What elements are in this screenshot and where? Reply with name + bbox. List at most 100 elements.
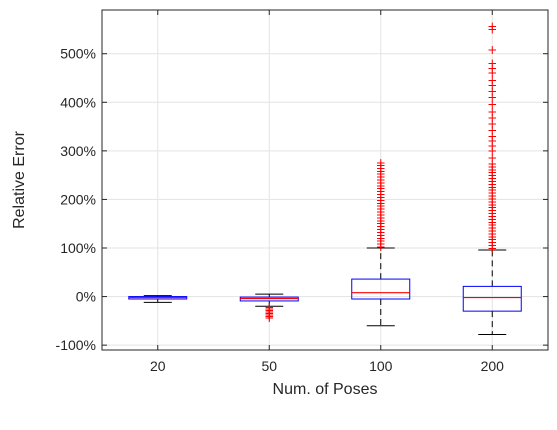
- outlier-point: +: [376, 167, 386, 181]
- outlier-point: +: [376, 179, 386, 193]
- outlier-point: +: [376, 164, 386, 178]
- y-tick-label: 0%: [76, 289, 96, 305]
- x-axis-label: Num. of Poses: [273, 381, 378, 398]
- outlier-point: +: [487, 180, 497, 194]
- outlier-point: +: [376, 156, 386, 170]
- x-axis-ticks: 20 50 100 200: [150, 10, 504, 374]
- outlier-point: +: [487, 239, 497, 253]
- outlier-point: +: [376, 161, 386, 175]
- outlier-point: +: [487, 169, 497, 183]
- outlier-point: +: [264, 308, 274, 322]
- y-tick-label: 200%: [60, 191, 96, 207]
- outlier-point: +: [264, 304, 274, 318]
- outlier-point: +: [264, 305, 274, 319]
- outlier-point: +: [376, 205, 386, 219]
- x-tick-label: 20: [150, 358, 166, 374]
- outlier-point: +: [487, 157, 497, 171]
- outlier-point: +: [487, 230, 497, 244]
- outlier-point: +: [487, 73, 497, 87]
- outlier-point: +: [487, 224, 497, 238]
- x-tick-label: 50: [261, 358, 277, 374]
- outlier-point: +: [487, 129, 497, 143]
- outlier-point: +: [376, 208, 386, 222]
- y-axis-label: Relative Error: [11, 130, 28, 228]
- outlier-point: +: [487, 22, 497, 36]
- outlier-point: +: [487, 160, 497, 174]
- outlier-point: +: [376, 237, 386, 251]
- y-tick-label: 400%: [60, 94, 96, 110]
- y-tick-label: 100%: [60, 240, 96, 256]
- outlier-point: +: [487, 117, 497, 131]
- outlier-point: +: [376, 190, 386, 204]
- outlier-point: +: [264, 301, 274, 315]
- outlier-point: +: [487, 61, 497, 75]
- outlier-point: +: [487, 66, 497, 80]
- outlier-point: +: [487, 204, 497, 218]
- y-tick-label: 300%: [60, 143, 96, 159]
- outlier-point: +: [487, 85, 497, 99]
- x-tick-label: 100: [369, 358, 393, 374]
- outlier-point: +: [487, 186, 497, 200]
- outlier-point: +: [487, 172, 497, 186]
- outlier-point: +: [376, 199, 386, 213]
- y-tick-label: 500%: [60, 46, 96, 62]
- box-series: ++++++++++++++++++++++++++++++++++++++++…: [128, 20, 522, 335]
- outlier-point: +: [376, 202, 386, 216]
- outlier-point: +: [376, 225, 386, 239]
- outlier-point: +: [487, 221, 497, 235]
- outlier-point: +: [487, 215, 497, 229]
- outlier-point: +: [376, 240, 386, 254]
- plot-frame: [101, 9, 549, 351]
- outlier-point: +: [487, 189, 497, 203]
- outlier-point: +: [487, 201, 497, 215]
- outlier-point: +: [487, 195, 497, 209]
- outlier-point: +: [487, 20, 497, 34]
- outlier-point: +: [487, 90, 497, 104]
- iqr-box: [462, 285, 522, 312]
- outlier-point: +: [487, 212, 497, 226]
- y-axis-ticks: -100% 0% 100% 200% 300% 400% 500%: [56, 46, 548, 353]
- outlier-point: +: [376, 220, 386, 234]
- outlier-point: +: [487, 134, 497, 148]
- outlier-point: +: [487, 78, 497, 92]
- outlier-point: +: [487, 139, 497, 153]
- outlier-point: +: [487, 43, 497, 57]
- outlier-point: +: [376, 173, 386, 187]
- outlier-point: +: [376, 211, 386, 225]
- outlier-point: +: [487, 56, 497, 70]
- outlier-point: +: [487, 123, 497, 137]
- outlier-point: +: [376, 228, 386, 242]
- outlier-point: +: [487, 174, 497, 188]
- outlier-point: +: [487, 236, 497, 250]
- outlier-point: +: [376, 196, 386, 210]
- outlier-point: +: [376, 182, 386, 196]
- outlier-point: +: [487, 183, 497, 197]
- outlier-point: +: [264, 311, 274, 325]
- box-200: ++++++++++++++++++++++++++++++++++++++++…: [462, 20, 522, 335]
- outlier-point: +: [487, 177, 497, 191]
- outlier-point: +: [376, 176, 386, 190]
- outlier-point: +: [376, 158, 386, 172]
- outlier-point: +: [487, 144, 497, 158]
- outlier-point: +: [487, 192, 497, 206]
- outlier-point: +: [264, 309, 274, 323]
- outlier-point: +: [376, 217, 386, 231]
- y-tick-label: -100%: [56, 337, 96, 353]
- box-20: [128, 295, 188, 303]
- outlier-point: +: [376, 188, 386, 202]
- outlier-point: +: [487, 111, 497, 125]
- outlier-point: +: [487, 151, 497, 165]
- box-50: ++++++++: [239, 293, 299, 325]
- outlier-point: +: [376, 223, 386, 237]
- outlier-point: +: [487, 209, 497, 223]
- outlier-point: +: [376, 193, 386, 207]
- outlier-point: +: [487, 105, 497, 119]
- outlier-point: +: [487, 227, 497, 241]
- outlier-point: +: [376, 214, 386, 228]
- outlier-point: +: [376, 185, 386, 199]
- outlier-point: +: [487, 98, 497, 112]
- outlier-point: +: [487, 241, 497, 255]
- outlier-point: +: [376, 234, 386, 248]
- outlier-point: +: [487, 218, 497, 232]
